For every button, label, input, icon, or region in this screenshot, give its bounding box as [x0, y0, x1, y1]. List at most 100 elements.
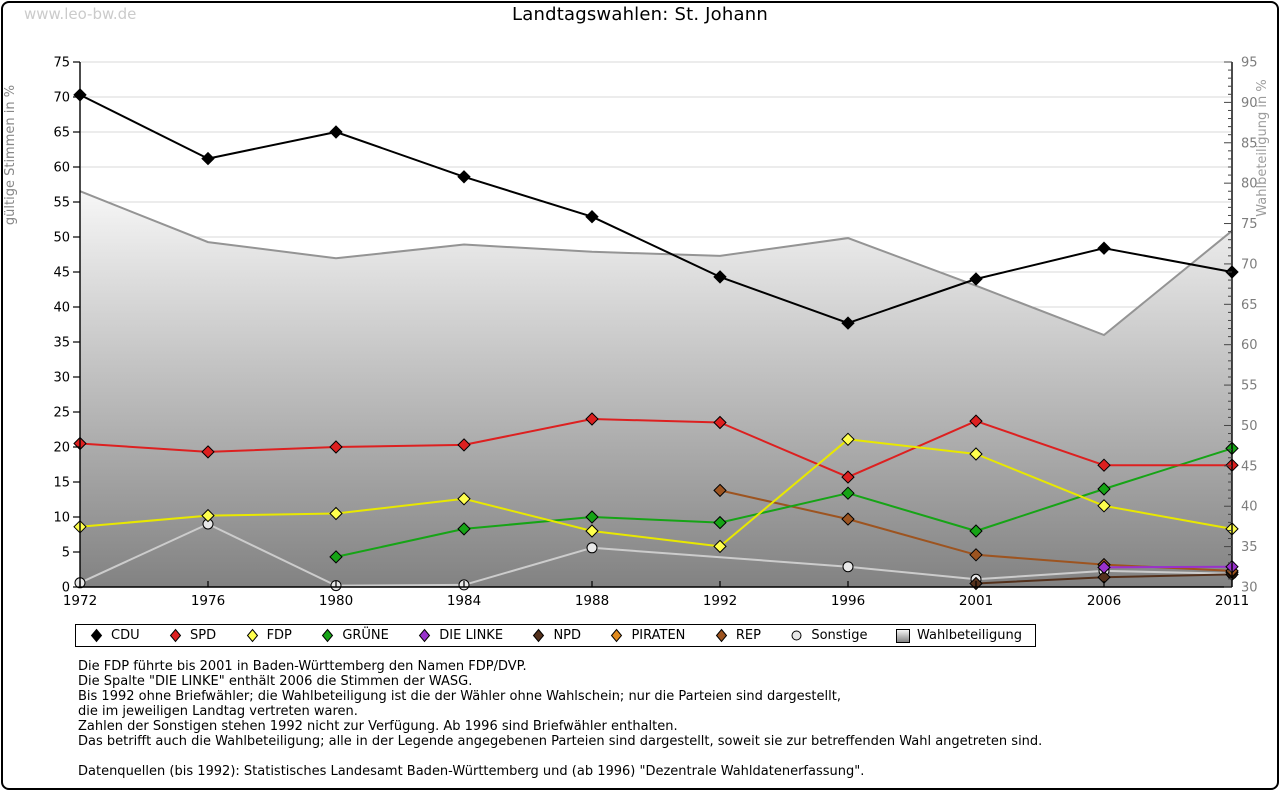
data-point-cdu — [713, 270, 727, 284]
x-tick-label-2001: 2001 — [959, 593, 993, 609]
right-tick-label: 95 — [1241, 56, 1258, 71]
footnote-line-1: Die FDP führte bis 2001 in Baden-Württem… — [78, 659, 527, 674]
data-point-fdp — [585, 524, 599, 538]
left-tick-label: 15 — [53, 476, 70, 491]
legend: CDU SPD FDP GRÜNE DIE LINKE NPD PIRATEN REP Sons… — [75, 624, 1036, 647]
data-point-gruene — [457, 522, 471, 536]
footnote-line-2: Die Spalte "DIE LINKE" enthält 2006 die … — [78, 674, 473, 689]
data-point-fdp — [329, 506, 343, 521]
legend-item-wahlbeteiligung: Wahlbeteiligung — [895, 628, 1022, 643]
x-tick-label-1980: 1980 — [319, 593, 353, 609]
right-tick-label: 60 — [1241, 338, 1258, 353]
legend-item-npd: NPD — [531, 628, 581, 643]
left-tick-label: 10 — [53, 511, 70, 526]
x-tick-label-1972: 1972 — [63, 593, 97, 609]
x-tick-label-2011: 2011 — [1215, 593, 1249, 609]
footnote-line-8: Datenquellen (bis 1992): Statistisches L… — [78, 764, 865, 779]
right-tick-label: 80 — [1241, 177, 1258, 192]
x-tick-label-1984: 1984 — [447, 593, 481, 609]
data-point-sonstige — [842, 561, 854, 573]
legend-label-die-linke: DIE LINKE — [439, 628, 504, 643]
left-tick-label: 0 — [62, 581, 70, 596]
data-point-fdp — [457, 492, 471, 506]
page-title: Landtagswahlen: St. Johann — [512, 4, 768, 25]
data-point-spd — [841, 470, 855, 484]
left-tick-label: 45 — [53, 266, 70, 281]
legend-item-sonstige: Sonstige — [789, 628, 868, 643]
data-point-die-linke — [1097, 560, 1111, 575]
data-point-gruene — [329, 550, 343, 564]
left-tick-label: 35 — [53, 336, 70, 351]
legend-item-piraten: PIRATEN — [609, 628, 685, 643]
right-tick-label: 85 — [1241, 136, 1258, 151]
legend-marker-npd-icon — [533, 628, 545, 643]
x-tick-label-2006: 2006 — [1087, 593, 1121, 609]
series-line-gruene — [335, 447, 1233, 558]
left-tick-label: 20 — [53, 441, 70, 456]
footnote-line-6: Das betrifft auch die Wahlbeteiligung; a… — [78, 734, 1043, 749]
legend-item-cdu: CDU — [89, 628, 140, 643]
left-tick-label: 5 — [62, 546, 70, 561]
legend-label-spd: SPD — [190, 628, 217, 643]
left-tick-label: 65 — [53, 126, 70, 141]
right-tick-label: 90 — [1241, 96, 1258, 111]
legend-item-die-linke: DIE LINKE — [417, 628, 503, 643]
x-tick-label-1988: 1988 — [575, 593, 609, 609]
series-group — [73, 88, 1239, 592]
series-gruene — [329, 441, 1239, 564]
series-cdu — [73, 88, 1239, 330]
right-tick-label: 50 — [1241, 419, 1258, 434]
series-line-fdp — [79, 438, 1233, 548]
series-line-cdu — [79, 94, 1233, 325]
data-point-cdu — [329, 125, 343, 139]
data-point-fdp — [969, 447, 983, 461]
data-point-gruene — [585, 510, 599, 524]
left-tick-label: 30 — [53, 371, 70, 386]
legend-marker-gruene-icon — [322, 628, 334, 643]
data-point-fdp — [841, 432, 855, 447]
legend-item-gruene: GRÜNE — [320, 628, 389, 643]
legend-item-fdp: FDP — [245, 628, 292, 643]
legend-label-cdu: CDU — [111, 628, 140, 643]
right-tick-label: 65 — [1241, 298, 1258, 313]
axes-group: 0 5 10 15 20 25 30 35 40 45 50 55 60 65 70 75 30 35 40 45 50… — [53, 56, 1257, 610]
footnote-line-5: Zahlen der Sonstigen stehen 1992 nicht z… — [78, 719, 678, 734]
left-tick-label: 40 — [53, 301, 70, 316]
legend-marker-sonstige-icon — [791, 630, 802, 641]
legend-label-sonstige: Sonstige — [811, 628, 868, 643]
data-point-cdu — [585, 209, 599, 224]
data-point-spd — [457, 438, 471, 452]
data-point-rep — [713, 483, 727, 498]
left-axis-title: gültige Stimmen in % — [3, 85, 18, 225]
chart-canvas: 0 5 10 15 20 25 30 35 40 45 50 55 60 65 70 75 30 35 40 45 50… — [3, 56, 1270, 610]
data-point-fdp — [201, 508, 215, 523]
legend-marker-rep-icon — [715, 628, 727, 643]
legend-label-fdp: FDP — [266, 628, 292, 643]
legend-marker-cdu-icon — [90, 628, 103, 643]
left-tick-label: 75 — [53, 56, 70, 71]
x-tick-label-1996: 1996 — [831, 593, 865, 609]
data-point-spd — [713, 415, 727, 430]
x-tick-label-1992: 1992 — [703, 593, 737, 609]
legend-marker-fdp-icon — [246, 628, 258, 643]
legend-item-rep: REP — [714, 628, 761, 643]
data-point-cdu — [841, 316, 855, 330]
legend-marker-wahlbeteiligung-icon — [895, 628, 910, 643]
data-point-spd — [585, 412, 599, 426]
data-point-gruene — [1097, 482, 1111, 496]
legend-label-wahlbeteiligung: Wahlbeteiligung — [916, 628, 1022, 643]
right-tick-label: 75 — [1241, 217, 1258, 232]
right-tick-label: 55 — [1241, 379, 1258, 394]
data-point-spd — [1097, 458, 1111, 472]
right-tick-label: 45 — [1241, 459, 1258, 474]
legend-item-spd: SPD — [168, 628, 216, 643]
data-point-spd — [329, 440, 343, 454]
footnote-line-3: Bis 1992 ohne Briefwähler; die Wahlbetei… — [78, 689, 841, 704]
series-fdp — [73, 432, 1239, 554]
watermark: www.leo-bw.de — [24, 5, 137, 23]
right-tick-label: 40 — [1241, 500, 1258, 515]
x-tick-label-1976: 1976 — [191, 593, 225, 609]
left-tick-label: 50 — [53, 231, 70, 246]
data-point-rep — [841, 512, 855, 526]
